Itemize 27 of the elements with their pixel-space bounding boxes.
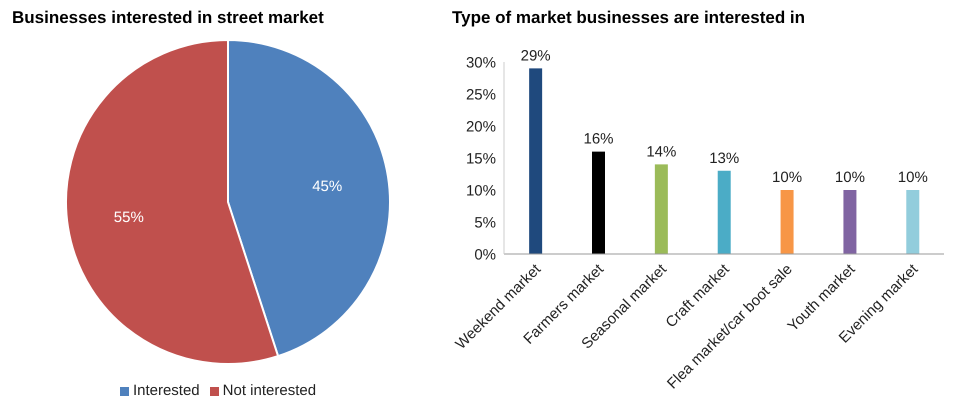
legend-label: Interested: [132, 382, 200, 399]
chart-title: Type of market businesses are interested in: [451, 8, 806, 29]
y-tick-label: 10%: [466, 182, 496, 200]
y-tick-label: 30%: [466, 54, 496, 72]
bar: [906, 190, 920, 254]
data-label: 10%: [898, 169, 928, 186]
data-label: 13%: [709, 150, 740, 167]
bar: [654, 164, 668, 254]
data-label: 10%: [834, 169, 865, 186]
bar: [843, 190, 856, 254]
data-label: 55%: [114, 209, 144, 226]
data-label: 14%: [646, 143, 676, 160]
y-tick-label: 15%: [466, 150, 496, 168]
data-label: 45%: [312, 178, 342, 195]
data-label: 29%: [520, 47, 551, 64]
bar: [718, 170, 731, 254]
data-label: 16%: [583, 130, 614, 148]
y-tick-label: 20%: [466, 118, 496, 136]
bar: [592, 152, 605, 254]
legend-label: Not interested: [222, 382, 316, 399]
y-tick-label: 25%: [466, 86, 496, 104]
bar: [529, 68, 542, 254]
data-label: 10%: [772, 169, 802, 186]
y-tick-label: 0%: [474, 246, 496, 264]
chart-title: Businesses interested in street market: [11, 8, 325, 29]
bar: [780, 190, 794, 254]
y-tick-label: 5%: [474, 214, 496, 232]
